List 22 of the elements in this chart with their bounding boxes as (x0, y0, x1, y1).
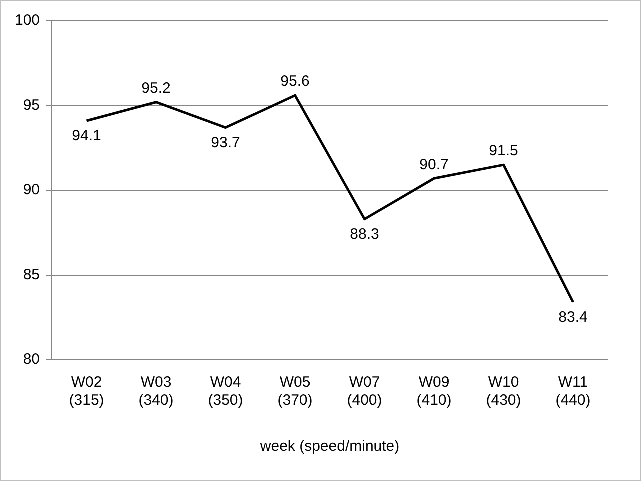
x-tick-label: W09 (410) (416, 374, 452, 410)
y-tick-label: 85 (23, 266, 40, 284)
x-tick-label: W03 (340) (138, 374, 174, 410)
x-tick-label: W02 (315) (69, 374, 104, 410)
y-tick-label: 95 (23, 96, 40, 114)
data-label: 90.7 (420, 156, 449, 174)
data-label: 95.2 (142, 80, 171, 97)
data-label: 93.7 (211, 134, 240, 152)
x-tick-label: W07 (400) (347, 374, 382, 410)
x-tick-label: W04 (350) (208, 374, 244, 410)
y-tick-label: 100 (14, 12, 40, 30)
data-label: 88.3 (350, 226, 380, 243)
data-label: 94.1 (72, 128, 102, 145)
data-label: 95.6 (280, 73, 310, 90)
data-label: 91.5 (489, 142, 518, 160)
data-label: 83.4 (558, 309, 588, 326)
x-axis-title: week (speed/minute) (259, 438, 400, 456)
y-tick-label: 80 (23, 351, 40, 368)
x-tick-label: W11 (440) (556, 374, 591, 410)
y-tick-label: 90 (23, 182, 40, 199)
x-tick-label: W10 (430) (486, 374, 522, 410)
x-tick-label: W05 (370) (278, 374, 313, 410)
